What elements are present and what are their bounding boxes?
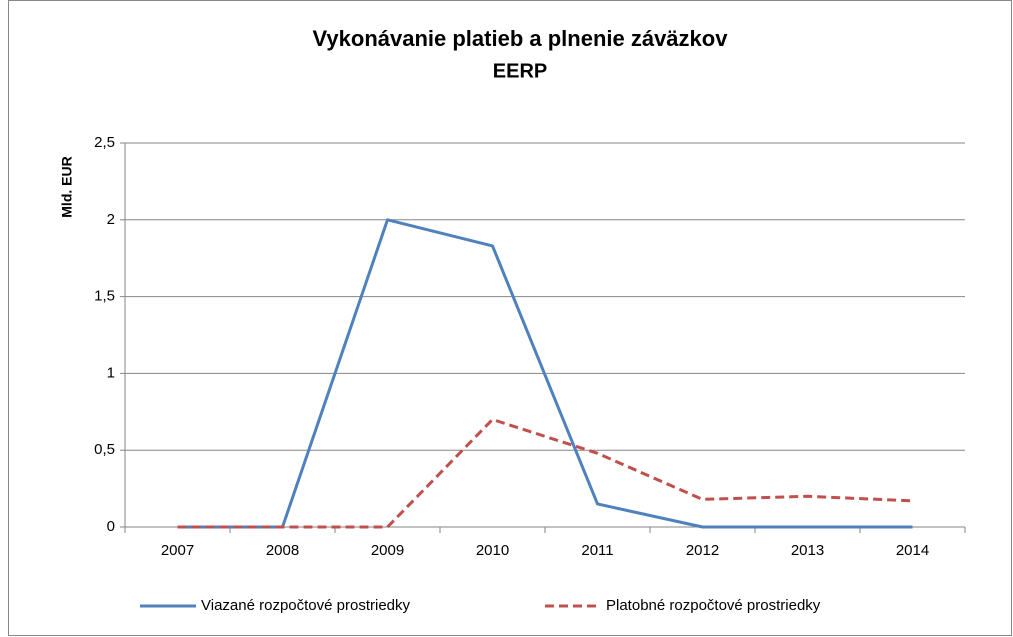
y-tick-label: 2: [107, 211, 115, 228]
chart-frame: [8, 0, 1012, 636]
series-line: [177, 417, 913, 529]
x-tick-label: 2013: [791, 542, 824, 559]
legend-label: Platobné rozpočtové prostriedky: [606, 597, 821, 614]
y-tick-label: 2,5: [94, 134, 115, 151]
chart-subtitle: EERP: [493, 60, 547, 82]
x-tick-label: 2012: [686, 542, 719, 559]
x-tick-label: 2009: [371, 542, 404, 559]
y-axis-label: Mld. EUR: [59, 156, 75, 217]
x-tick-label: 2008: [266, 542, 299, 559]
y-tick-label: 1: [107, 364, 115, 381]
x-tick-label: 2014: [896, 542, 929, 559]
chart-title: Vykonávanie platieb a plnenie záväzkov: [313, 26, 729, 51]
y-tick-label: 1,5: [94, 288, 115, 305]
series-line: [177, 218, 913, 529]
x-tick-label: 2007: [161, 542, 194, 559]
legend-label: Viazané rozpočtové prostriedky: [201, 597, 411, 614]
y-tick-label: 0: [107, 518, 115, 535]
y-tick-label: 0,5: [94, 441, 115, 458]
x-tick-label: 2010: [476, 542, 509, 559]
x-tick-label: 2011: [581, 542, 613, 559]
